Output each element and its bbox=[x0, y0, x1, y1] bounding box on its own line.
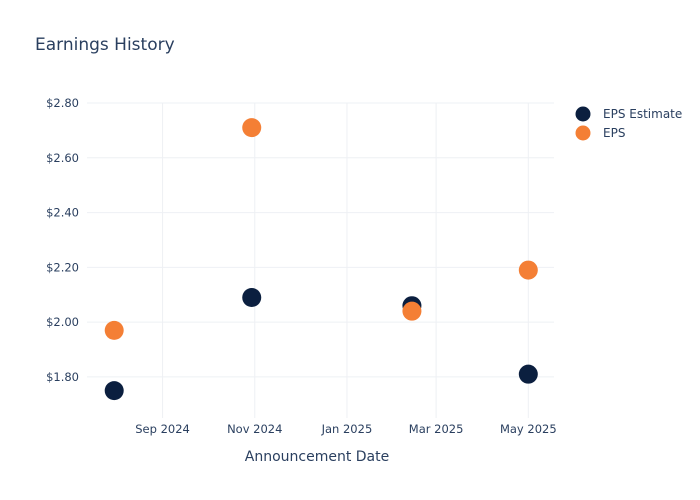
y-tick-label: $2.60 bbox=[46, 151, 79, 165]
chart-title: Earnings History bbox=[35, 35, 175, 55]
legend[interactable]: EPS Estimate EPS bbox=[575, 106, 683, 141]
eps-point[interactable] bbox=[104, 320, 124, 340]
data-points bbox=[104, 118, 538, 401]
x-tick-label: Jan 2025 bbox=[321, 422, 373, 436]
x-axis-title: Announcement Date bbox=[245, 449, 389, 465]
y-tick-label: $2.20 bbox=[46, 260, 79, 274]
eps-estimate-point[interactable] bbox=[242, 287, 262, 307]
legend-marker-eps[interactable] bbox=[575, 125, 591, 141]
x-tick-label: Sep 2024 bbox=[135, 422, 190, 436]
eps-point[interactable] bbox=[242, 118, 262, 138]
y-tick-label: $2.00 bbox=[46, 315, 79, 329]
y-tick-label: $2.40 bbox=[46, 206, 79, 220]
legend-label-eps-estimate[interactable]: EPS Estimate bbox=[603, 107, 682, 121]
x-tick-label: May 2025 bbox=[500, 422, 557, 436]
eps-point[interactable] bbox=[518, 260, 538, 280]
x-tick-label: Nov 2024 bbox=[227, 422, 282, 436]
eps-estimate-point[interactable] bbox=[104, 381, 124, 401]
y-tick-label: $2.80 bbox=[46, 96, 79, 110]
legend-marker-eps-estimate[interactable] bbox=[575, 106, 591, 122]
grid-lines bbox=[87, 102, 554, 418]
y-axis-ticks: $1.80 $2.00 $2.20 $2.40 $2.60 $2.80 bbox=[46, 96, 79, 384]
y-tick-label: $1.80 bbox=[46, 370, 79, 384]
x-tick-label: Mar 2025 bbox=[409, 422, 464, 436]
legend-label-eps[interactable]: EPS bbox=[603, 126, 625, 140]
eps-estimate-point[interactable] bbox=[518, 364, 538, 384]
x-axis-ticks: Sep 2024 Nov 2024 Jan 2025 Mar 2025 May 2025 bbox=[135, 422, 556, 436]
eps-point[interactable] bbox=[402, 301, 422, 321]
